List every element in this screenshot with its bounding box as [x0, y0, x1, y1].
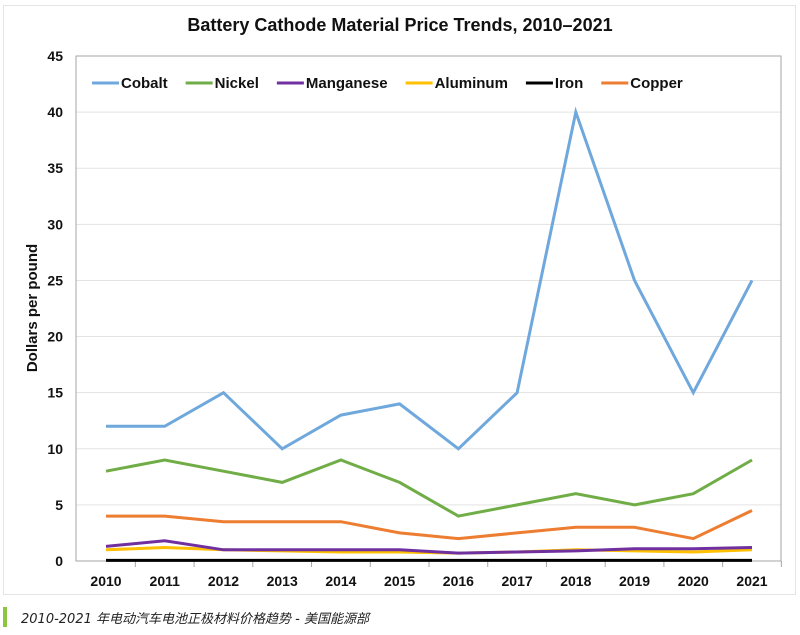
x-tick-label: 2018 — [560, 573, 591, 589]
legend-label: Iron — [555, 75, 583, 92]
y-axis-label: Dollars per pound — [24, 244, 41, 372]
y-tick-label: 25 — [47, 272, 63, 288]
x-tick-label: 2017 — [502, 573, 533, 589]
legend: Cobalt Nickel Manganese Aluminum Iron Copper — [92, 75, 683, 92]
legend-item-nickel: Nickel — [185, 75, 259, 92]
y-tick-label: 15 — [47, 385, 63, 401]
legend-item-cobalt: Cobalt — [92, 75, 168, 92]
x-tick-label: 2019 — [619, 573, 650, 589]
figure-caption-container: 2010-2021 年电动汽车电池正极材料价格趋势 - 美国能源部 — [3, 606, 369, 628]
legend-item-iron: Iron — [525, 75, 583, 92]
legend-label: Nickel — [215, 75, 259, 92]
x-tick-label: 2011 — [150, 573, 181, 589]
x-tick-label: 2013 — [267, 573, 298, 589]
chart-title: Battery Cathode Material Price Trends, 2… — [187, 15, 612, 35]
y-tick-label: 35 — [47, 160, 63, 176]
plot-area-border — [75, 55, 782, 562]
x-tick-label: 2016 — [443, 573, 474, 589]
legend-label: Copper — [630, 75, 683, 92]
series-line-copper — [106, 509, 753, 541]
y-tick-label: 5 — [55, 497, 63, 513]
chart-frame — [3, 5, 796, 595]
x-tick-label: 2020 — [678, 573, 709, 589]
series-lines — [105, 106, 754, 562]
x-axis-ticks: 2010 2011 2012 2013 2014 2015 2016 2017 2018 2019… — [90, 561, 782, 589]
series-line-cobalt — [106, 106, 754, 451]
x-tick-label: 2012 — [208, 573, 239, 589]
y-tick-label: 40 — [47, 104, 63, 120]
gridlines — [76, 111, 781, 506]
y-tick-label: 20 — [47, 329, 63, 345]
y-tick-label: 10 — [47, 441, 63, 457]
x-tick-label: 2010 — [90, 573, 121, 589]
legend-label: Cobalt — [121, 75, 168, 92]
legend-label: Manganese — [306, 75, 388, 92]
legend-item-copper: Copper — [601, 75, 683, 92]
line-chart: Battery Cathode Material Price Trends, 2… — [24, 15, 782, 589]
y-tick-label: 45 — [47, 48, 63, 64]
legend-item-aluminum: Aluminum — [405, 75, 508, 92]
x-tick-label: 2014 — [325, 573, 356, 589]
figure-caption: 2010-2021 年电动汽车电池正极材料价格趋势 - 美国能源部 — [21, 611, 369, 627]
y-axis-ticks: 0 5 10 15 20 25 30 35 40 45 — [47, 48, 63, 569]
y-tick-label: 0 — [55, 553, 63, 569]
x-tick-label: 2015 — [384, 573, 415, 589]
caption-accent-bar — [3, 607, 7, 627]
series-line-manganese — [105, 539, 753, 555]
legend-label: Aluminum — [435, 75, 508, 92]
series-line-nickel — [105, 458, 753, 518]
y-tick-label: 30 — [47, 216, 63, 232]
x-tick-label: 2021 — [736, 573, 767, 589]
legend-item-manganese: Manganese — [276, 75, 388, 92]
